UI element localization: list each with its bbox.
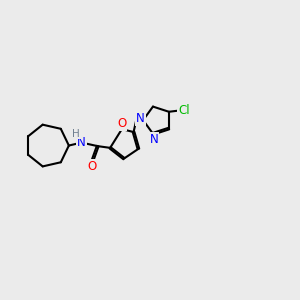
Text: O: O: [117, 117, 127, 130]
Text: N: N: [150, 133, 158, 146]
Text: N: N: [136, 112, 145, 125]
Text: Cl: Cl: [178, 104, 190, 117]
Text: N: N: [77, 136, 86, 149]
Text: H: H: [72, 129, 80, 139]
Text: O: O: [88, 160, 97, 173]
